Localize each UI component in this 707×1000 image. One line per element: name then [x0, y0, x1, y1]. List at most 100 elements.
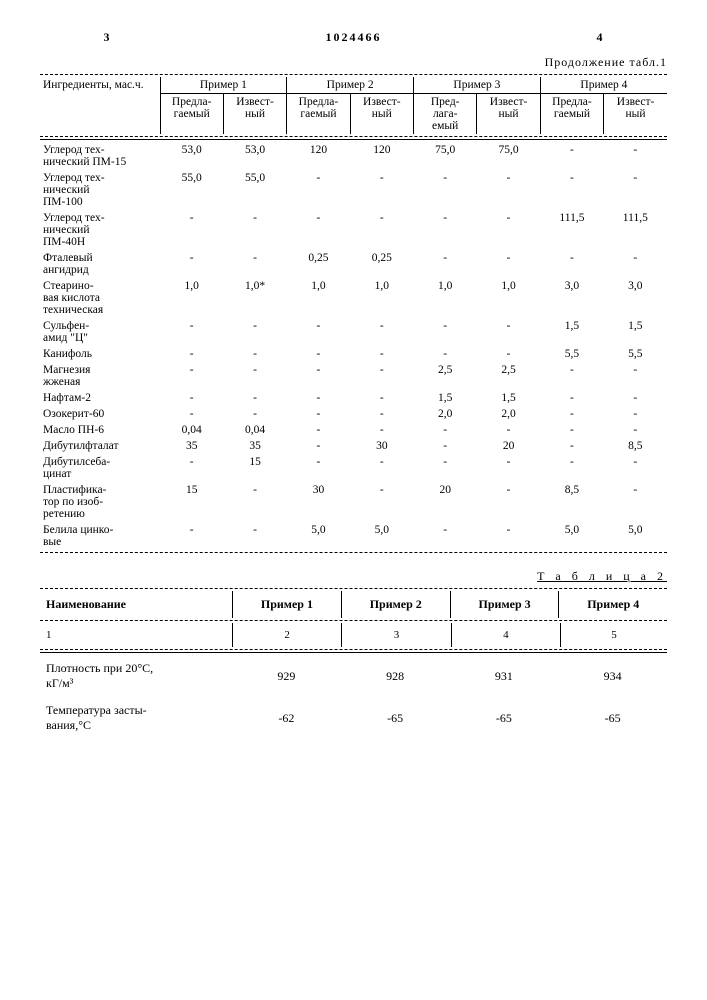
- cell: 20: [477, 438, 540, 454]
- cell: 30: [287, 482, 350, 522]
- table-row: Дибутилсеба- цинат-15------: [40, 454, 667, 482]
- cell: -: [287, 438, 350, 454]
- cell: 934: [558, 655, 667, 697]
- table-row: Сульфен- амид "Ц"------1,51,5: [40, 318, 667, 346]
- subcol-2: Предла- гаемый: [287, 94, 350, 135]
- cell: -: [540, 406, 603, 422]
- colnum: 5: [561, 623, 667, 647]
- col-header-name: Наименование: [40, 591, 233, 618]
- ingredient-label: Белила цинко- вые: [40, 522, 160, 550]
- subcol-6: Предла- гаемый: [540, 94, 603, 135]
- table-row: Магнезия жженая----2,52,5--: [40, 362, 667, 390]
- cell: -: [414, 250, 477, 278]
- property-label: Температура засты- вания,°С: [40, 697, 232, 739]
- cell: -: [350, 454, 413, 482]
- cell: 931: [450, 655, 559, 697]
- cell: 75,0: [477, 142, 540, 170]
- cell: -: [223, 390, 286, 406]
- ingredient-label: Магнезия жженая: [40, 362, 160, 390]
- divider: [40, 620, 667, 621]
- cell: -: [160, 210, 223, 250]
- cell: -: [223, 250, 286, 278]
- cell: -: [350, 406, 413, 422]
- cell: 2,5: [477, 362, 540, 390]
- cell: -: [540, 422, 603, 438]
- cell: -65: [341, 697, 450, 739]
- ingredient-label: Фталевый ангидрид: [40, 250, 160, 278]
- cell: -: [414, 522, 477, 550]
- cell: 55,0: [160, 170, 223, 210]
- cell: -: [540, 170, 603, 210]
- cell: 1,5: [477, 390, 540, 406]
- cell: 8,5: [540, 482, 603, 522]
- subcol-5: Извест- ный: [477, 94, 540, 135]
- subcol-3: Извест- ный: [350, 94, 413, 135]
- table-row: Белила цинко- вые--5,05,0--5,05,0: [40, 522, 667, 550]
- cell: -: [604, 390, 667, 406]
- properties-table-body: Плотность при 20°С, кГ/м³929928931934Тем…: [40, 655, 667, 739]
- cell: -: [287, 346, 350, 362]
- cell: -: [160, 346, 223, 362]
- cell: -: [350, 210, 413, 250]
- cell: -: [540, 438, 603, 454]
- cell: -: [540, 390, 603, 406]
- cell: -: [604, 170, 667, 210]
- ingredient-label: Стеарино- вая кислота техническая: [40, 278, 160, 318]
- subcol-1: Извест- ный: [223, 94, 286, 135]
- cell: -: [477, 318, 540, 346]
- cell: 1,0: [350, 278, 413, 318]
- cell: -: [477, 210, 540, 250]
- cell: 5,5: [540, 346, 603, 362]
- cell: -: [160, 390, 223, 406]
- cell: 35: [160, 438, 223, 454]
- table-row: Пластифика- тор по изоб- ретению15-30-20…: [40, 482, 667, 522]
- cell: 1,0: [477, 278, 540, 318]
- cell: 1,0*: [223, 278, 286, 318]
- table-row: Канифоль------5,55,5: [40, 346, 667, 362]
- cell: 2,5: [414, 362, 477, 390]
- cell: -: [477, 522, 540, 550]
- col-header-ingredients: Ингредиенты, мас.ч.: [40, 77, 160, 134]
- t2-ex3: Пример 3: [450, 591, 559, 618]
- cell: 1,5: [540, 318, 603, 346]
- cell: -: [477, 422, 540, 438]
- table-row: Углерод тех- нический ПМ-1553,053,012012…: [40, 142, 667, 170]
- cell: 1,5: [604, 318, 667, 346]
- cell: 5,0: [350, 522, 413, 550]
- cell: -: [477, 250, 540, 278]
- table-row: Углерод тех- нический ПМ-40Н------111,51…: [40, 210, 667, 250]
- cell: -: [350, 482, 413, 522]
- cell: 1,0: [414, 278, 477, 318]
- cell: -: [160, 454, 223, 482]
- cell: -: [540, 362, 603, 390]
- cell: -: [540, 250, 603, 278]
- cell: -: [287, 210, 350, 250]
- properties-table-colnums: 12345: [40, 623, 667, 647]
- cell: 53,0: [160, 142, 223, 170]
- ingredients-table-body: Углерод тех- нический ПМ-1553,053,012012…: [40, 142, 667, 550]
- cell: 120: [287, 142, 350, 170]
- divider: [40, 649, 667, 650]
- cell: -: [477, 482, 540, 522]
- ingredient-label: Дибутилфталат: [40, 438, 160, 454]
- cell: -: [350, 318, 413, 346]
- cell: 1,5: [414, 390, 477, 406]
- cell: -: [540, 142, 603, 170]
- ingredient-label: Масло ПН-6: [40, 422, 160, 438]
- cell: 3,0: [540, 278, 603, 318]
- cell: -: [540, 454, 603, 482]
- subcol-7: Извест- ный: [604, 94, 667, 135]
- cell: -: [223, 346, 286, 362]
- cell: 8,5: [604, 438, 667, 454]
- cell: -: [414, 210, 477, 250]
- subcol-4: Пред- лага- емый: [414, 94, 477, 135]
- cell: -: [477, 454, 540, 482]
- table-row: Озокерит-60----2,02,0--: [40, 406, 667, 422]
- cell: -: [414, 454, 477, 482]
- cell: 2,0: [414, 406, 477, 422]
- cell: -: [604, 142, 667, 170]
- properties-table-header: Наименование Пример 1 Пример 2 Пример 3 …: [40, 591, 667, 618]
- page-num-right: 4: [597, 30, 604, 45]
- cell: -: [223, 406, 286, 422]
- cell: 0,25: [350, 250, 413, 278]
